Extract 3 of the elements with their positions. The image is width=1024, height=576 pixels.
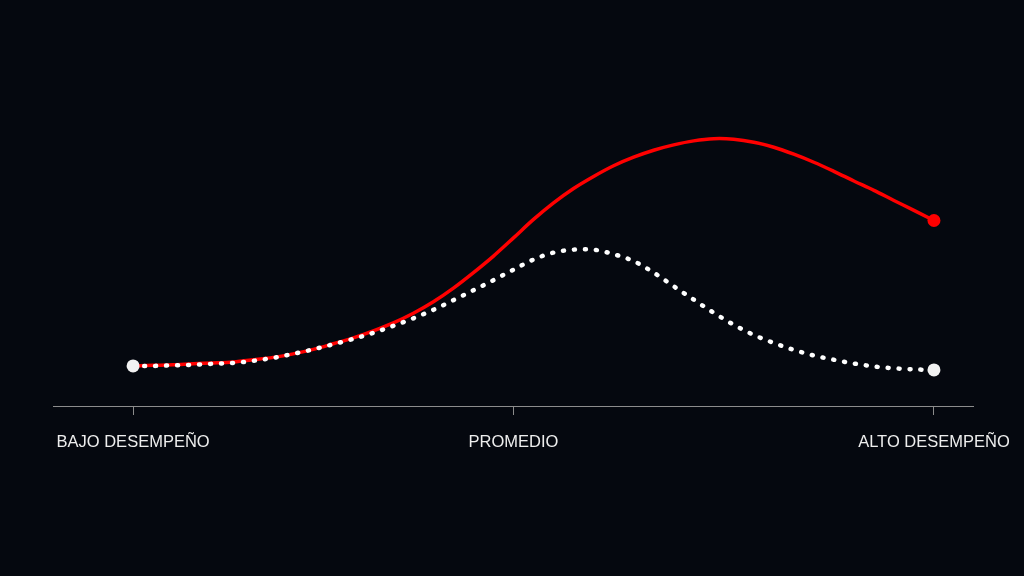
x-tick-label: PROMEDIO [468,431,559,450]
x-tick-label: BAJO DESEMPEÑO [56,430,210,450]
x-tick-label: ALTO DESEMPEÑO [858,430,1010,450]
